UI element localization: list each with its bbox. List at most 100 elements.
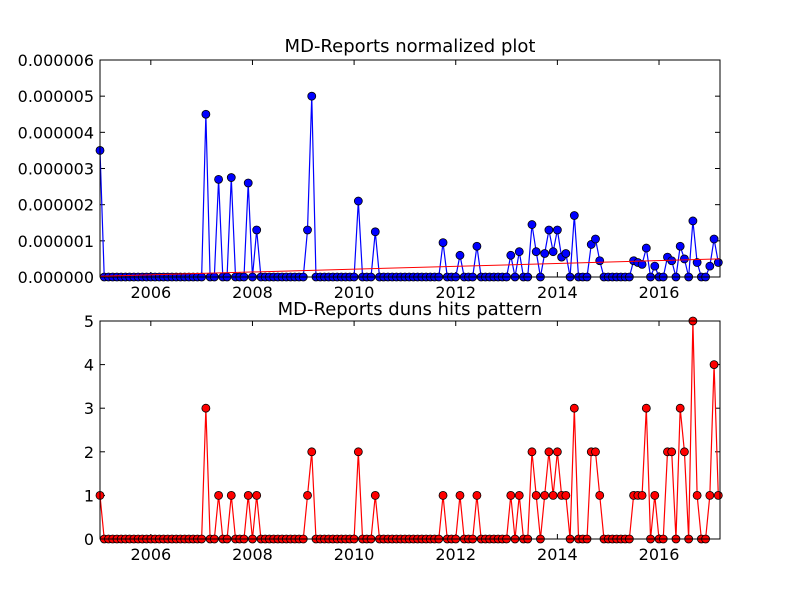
duns-hits-ytick-label: 5	[84, 312, 94, 331]
duns-hits-data-point	[692, 490, 702, 500]
normalized-plot-data-point	[680, 254, 689, 264]
normalized-plot-title: MD-Reports normalized plot	[285, 36, 536, 57]
duns-hits-xtick-label: 2016	[639, 545, 680, 564]
normalized-plot-data-point	[595, 256, 605, 266]
duns-hits-data-point	[472, 490, 482, 500]
normalized-plot-data-point	[201, 109, 211, 119]
duns-hits-data-point	[307, 447, 317, 457]
duns-hits-data-point	[506, 490, 516, 500]
duns-hits-data-point	[637, 490, 647, 500]
normalized-plot-data-point	[214, 174, 223, 184]
normalized-plot-ytick-label: 0.000001	[18, 232, 94, 251]
duns-hits-data-point	[569, 403, 579, 413]
normalized-plot-data-point	[514, 247, 524, 257]
normalized-plot-data-point	[641, 243, 651, 253]
duns-hits-data-point	[705, 490, 715, 500]
duns-hits-data-point	[548, 490, 558, 500]
duns-hits-data-point	[353, 447, 363, 457]
duns-hits-ytick-label: 0	[84, 530, 94, 549]
duns-hits-xtick-label: 2008	[232, 545, 273, 564]
normalized-plot-data-point	[675, 241, 685, 251]
normalized-plot-data-point	[455, 250, 465, 260]
normalized-plot-data-point	[591, 234, 600, 244]
duns-hits-xtick-label: 2014	[537, 545, 578, 564]
duns-hits-data-point	[713, 490, 723, 500]
duns-hits-data-point	[561, 490, 571, 500]
duns-hits-data-point	[527, 447, 537, 457]
duns-hits-data-point	[544, 447, 554, 457]
normalized-plot-ytick-label: 0.000002	[18, 196, 94, 215]
normalized-plot-xtick-label: 2006	[130, 283, 171, 302]
duns-hits-data-point	[540, 490, 550, 500]
duns-hits-data-point	[214, 490, 223, 500]
normalized-plot-data-point	[370, 227, 380, 237]
duns-hits-xtick-label: 2006	[130, 545, 171, 564]
normalized-plot-data-point	[472, 241, 482, 251]
duns-hits-ytick-label: 4	[84, 356, 94, 375]
normalized-plot-data-point	[688, 216, 698, 226]
normalized-plot-data-point	[226, 173, 236, 182]
normalized-plot-data-point	[353, 196, 363, 206]
duns-hits-data-point	[243, 490, 253, 500]
duns-hits-data-point	[680, 447, 689, 457]
normalized-plot-data-point	[561, 249, 571, 258]
normalized-plot-frame	[99, 59, 721, 278]
normalized-plot-ytick-label: 0.000003	[18, 160, 94, 179]
normalized-plot-data-point	[552, 225, 562, 235]
duns-hits-data-point	[595, 490, 605, 500]
duns-hits-data-point	[514, 490, 524, 500]
normalized-plot-ticks: 0.000000 0.000001 0.000002 0.000003 0.000004…	[18, 51, 720, 302]
normalized-plot-xtick-label: 2016	[639, 283, 680, 302]
normalized-plot-ytick-label: 0.000005	[18, 87, 94, 106]
normalized-plot-xtick-label: 2012	[435, 283, 476, 302]
duns-hits-ytick-label: 2	[84, 443, 94, 462]
duns-hits-data-point	[709, 360, 719, 370]
normalized-plot-data-point	[548, 247, 558, 257]
normalized-plot-data-point	[569, 211, 579, 220]
normalized-plot-data-point	[531, 247, 541, 257]
normalized-plot-xtick-label: 2010	[334, 283, 375, 302]
duns-hits-data-point	[675, 403, 685, 413]
duns-hits-frame	[99, 320, 721, 540]
normalized-plot-data-point	[506, 250, 516, 260]
duns-hits-data-point	[552, 447, 562, 457]
normalized-plot-xtick-label: 2008	[232, 283, 273, 302]
normalized-plot-ytick-label: 0.000006	[18, 51, 94, 70]
duns-hits-data-point	[201, 403, 211, 413]
normalized-plot-data-point	[303, 225, 312, 235]
normalized-plot-data-point	[243, 178, 253, 188]
normalized-plot-data-point	[713, 258, 723, 267]
duns-hits-data-point	[641, 403, 651, 413]
duns-hits-ytick-label: 1	[84, 486, 94, 505]
duns-hits-data-point	[226, 490, 236, 500]
duns-hits-xtick-label: 2010	[334, 545, 375, 564]
duns-hits-data-point	[591, 447, 600, 457]
normalized-plot-data-point	[650, 261, 660, 271]
duns-hits-panel: MD-Reports duns hits pattern 0 1 2 3 4 5 2006 2…	[84, 299, 723, 564]
duns-hits-data-point	[650, 490, 660, 500]
duns-hits-ytick-label: 3	[84, 399, 94, 418]
normalized-plot-data-point	[692, 258, 702, 267]
normalized-plot-data-point	[637, 259, 647, 269]
duns-hits-title: MD-Reports duns hits pattern	[278, 299, 543, 320]
duns-hits-data-point	[438, 490, 448, 500]
duns-hits-data-point	[667, 447, 677, 457]
normalized-plot-data-point	[709, 234, 719, 244]
normalized-plot-panel: MD-Reports normalized plot 0.000000 0.000…	[18, 36, 723, 302]
normalized-plot-data-point	[544, 225, 554, 235]
duns-hits-data-point	[455, 490, 465, 500]
duns-hits-data-point	[531, 490, 541, 500]
normalized-plot-data-point	[540, 249, 550, 258]
normalized-plot-ytick-label: 0.000000	[18, 268, 94, 287]
normalized-plot-data-point	[705, 261, 715, 271]
duns-hits-data-point	[370, 490, 380, 500]
normalized-plot-data-point	[527, 220, 537, 229]
duns-hits-data-point	[252, 490, 262, 500]
normalized-plot-xtick-label: 2014	[537, 283, 578, 302]
duns-hits-xtick-label: 2012	[435, 545, 476, 564]
duns-hits-ticks: 0 1 2 3 4 5 2006 2008 2010 2012 2014 2016	[84, 312, 720, 564]
normalized-plot-trend-line	[99, 258, 721, 277]
normalized-plot-data-point	[252, 225, 262, 235]
